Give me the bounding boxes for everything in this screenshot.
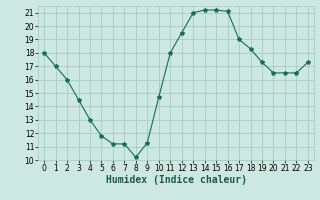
X-axis label: Humidex (Indice chaleur): Humidex (Indice chaleur)	[106, 175, 246, 185]
